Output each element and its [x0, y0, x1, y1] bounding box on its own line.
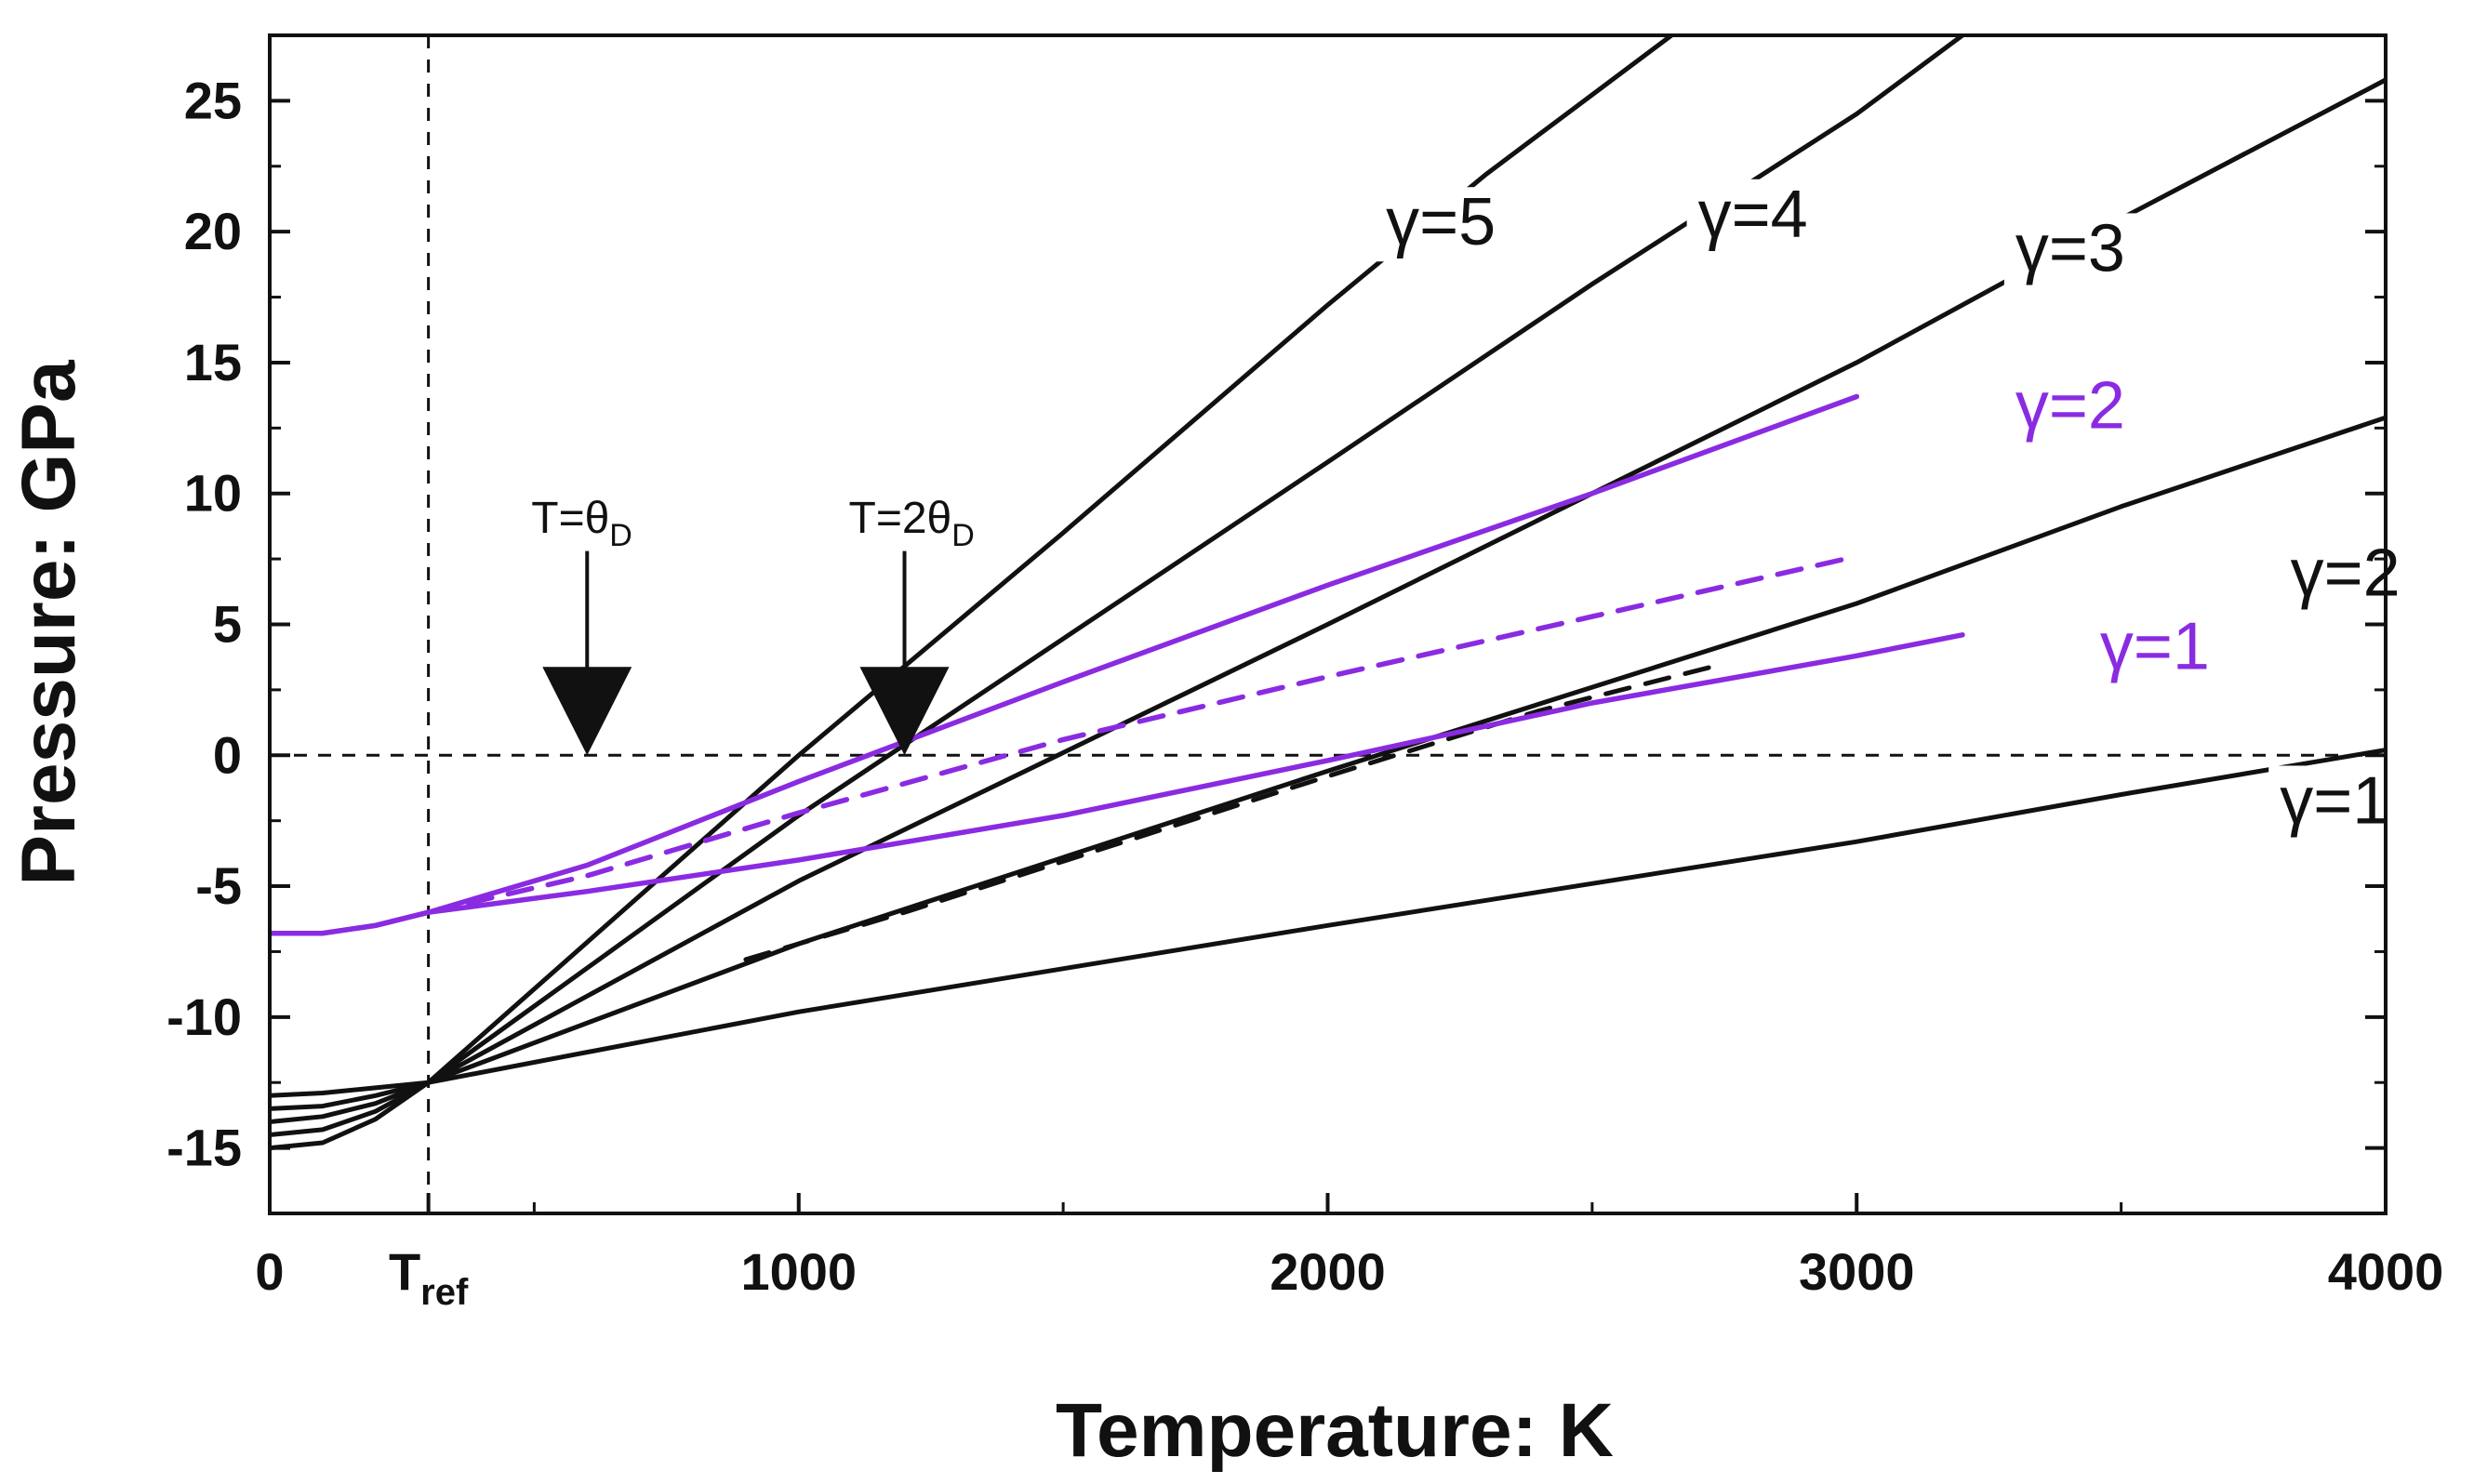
label-gap-6: [2268, 765, 2427, 841]
curve-label-0: γ=5: [1386, 185, 1496, 259]
y-tick-label-8: 25: [184, 71, 242, 129]
curve-label-5: γ=1: [2100, 609, 2210, 683]
arrow-head-0: [542, 667, 632, 756]
series-line-8: [270, 632, 1965, 936]
label-gap-0: [1375, 187, 1534, 262]
curve-label-4: γ=2: [2291, 537, 2401, 611]
arrow-label-sub-1: D: [951, 518, 975, 553]
label-gap-4: [2279, 537, 2438, 613]
annotations-layer: T=θD T=2θD: [531, 494, 975, 756]
curve-label-1: γ=4: [1698, 178, 1808, 252]
y-tick-label-2: -5: [195, 856, 242, 915]
y-tick-label-5: 10: [184, 464, 242, 523]
tick-labels-layer: 0 Tref 1000 2000 3000 4000 -15 -10 -5 0 5 10 15 20 25: [166, 71, 2443, 1313]
label-gaps: [1375, 179, 2438, 841]
x-axis-title: Temperature: K: [1056, 1388, 1614, 1473]
x-tick-label-0: 0: [255, 1242, 284, 1301]
x-tick-label-4: 3000: [1799, 1242, 1915, 1301]
y-tick-label-3: 0: [213, 725, 242, 784]
x-tick-label-1: Tref: [389, 1242, 469, 1313]
y-tick-label-1: -10: [166, 987, 242, 1046]
arrow-head-1: [859, 667, 950, 756]
curve-labels-layer: γ=5 γ=4 γ=3 γ=2 γ=2 γ=1 γ=1: [1386, 178, 2401, 839]
x-tick-label-sub: ref: [420, 1272, 469, 1313]
x-tick-label-2: 1000: [740, 1242, 857, 1301]
label-gap-1: [1686, 179, 1845, 254]
arrow-label-0: T=θD: [531, 494, 632, 553]
curve-label-3: γ=2: [2015, 368, 2125, 443]
series-line-6: [270, 393, 1860, 936]
curve-label-2: γ=3: [2015, 211, 2125, 285]
arrow-label-1: T=2θD: [849, 494, 975, 553]
reference-lines: [270, 35, 2386, 1213]
series-line-0: [270, 748, 2386, 1098]
curve-label-6: γ=1: [2280, 763, 2389, 838]
y-axis-title: Pressure: GPa: [7, 359, 91, 886]
x-tick-label-3: 2000: [1270, 1242, 1386, 1301]
y-tick-label-0: -15: [166, 1119, 242, 1177]
arrow-label-sub-0: D: [609, 518, 632, 553]
y-tick-label-7: 20: [184, 202, 242, 260]
label-gap-3: [2003, 370, 2162, 445]
ticks-layer: [268, 33, 2388, 1215]
series-line-7: [425, 553, 1860, 915]
x-tick-label-5: 4000: [2328, 1242, 2444, 1301]
y-tick-label-6: 15: [184, 333, 242, 391]
label-gap-2: [2003, 213, 2162, 288]
series-line-2: [743, 661, 1727, 962]
y-tick-label-4: 5: [213, 595, 242, 654]
label-gap-5: [2088, 611, 2247, 686]
